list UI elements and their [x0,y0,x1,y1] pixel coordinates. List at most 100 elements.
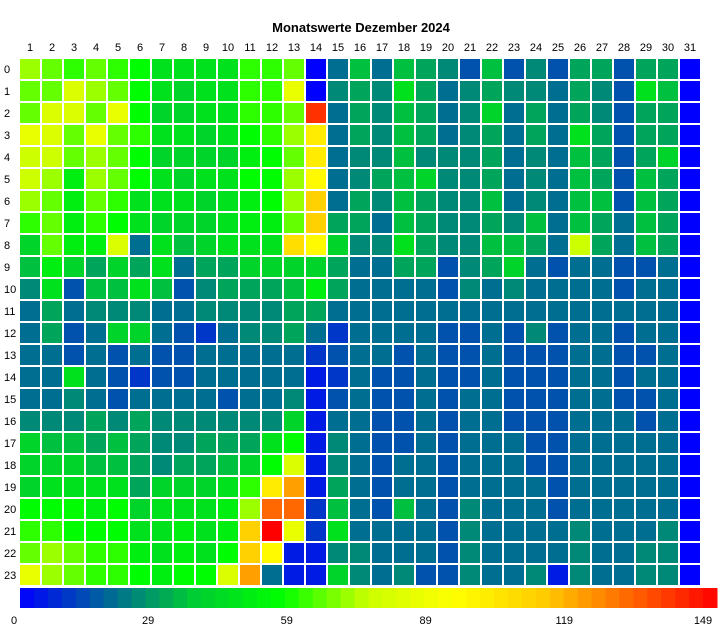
heatmap-cell [130,301,150,321]
heatmap-cell [614,521,634,541]
heatmap-cell [372,499,392,519]
heatmap-cell [526,565,546,585]
heatmap-cell [108,257,128,277]
heatmap-cell [614,323,634,343]
heatmap-cell [372,59,392,79]
heatmap-cell [20,213,40,233]
colorbar-segment [633,588,648,608]
heatmap-cell [174,367,194,387]
heatmap-cell [86,81,106,101]
heatmap-cell [416,455,436,475]
heatmap-cell [592,455,612,475]
heatmap-cell [570,169,590,189]
heatmap-cell [86,389,106,409]
heatmap-cell [504,345,524,365]
heatmap-cell [64,345,84,365]
heatmap-cell [196,301,216,321]
heatmap-cell [152,59,172,79]
heatmap-cell [196,323,216,343]
heatmap-cell [680,125,700,145]
heatmap-cell [482,147,502,167]
heatmap-cell [64,477,84,497]
heatmap-cell [350,213,370,233]
heatmap-cell [526,521,546,541]
heatmap-cell [592,235,612,255]
heatmap-cell [86,345,106,365]
heatmap-cell [108,389,128,409]
heatmap-cell [394,543,414,563]
heatmap-cell [42,367,62,387]
colorbar-segment [619,588,634,608]
heatmap-cell [42,323,62,343]
heatmap-cell [108,367,128,387]
y-tick-label: 23 [4,570,16,582]
heatmap-cell [240,323,260,343]
heatmap-cell [372,543,392,563]
heatmap-cell [218,81,238,101]
heatmap-cell [592,81,612,101]
heatmap-cell [658,565,678,585]
heatmap-cell [350,521,370,541]
heatmap-cell [658,191,678,211]
heatmap-cell [328,433,348,453]
x-tick-label: 27 [596,42,608,54]
heatmap-cell [482,81,502,101]
colorbar-segment [20,588,35,608]
heatmap-cell [526,59,546,79]
heatmap-cell [438,543,458,563]
colorbar-segment [675,588,690,608]
y-tick-label: 9 [4,262,10,274]
heatmap-cell [218,389,238,409]
heatmap-cell [526,433,546,453]
heatmap-cell [284,279,304,299]
heatmap-cell [174,477,194,497]
heatmap-cell [262,367,282,387]
heatmap-cell [328,521,348,541]
heatmap-cell [372,279,392,299]
heatmap-cell [152,125,172,145]
colorbar-segment [605,588,620,608]
heatmap-cell [570,411,590,431]
heatmap-cell [130,433,150,453]
heatmap-cell [240,257,260,277]
heatmap-cell [240,411,260,431]
heatmap-cell [64,81,84,101]
heatmap-cell [152,257,172,277]
heatmap-cell [570,235,590,255]
heatmap-cell [372,301,392,321]
heatmap-cell [438,521,458,541]
heatmap-cell [284,257,304,277]
heatmap-cell [130,367,150,387]
heatmap-cell [284,411,304,431]
heatmap-cell [64,125,84,145]
heatmap-cell [504,499,524,519]
heatmap-cell [592,521,612,541]
heatmap-cell [614,103,634,123]
heatmap-cell [284,81,304,101]
heatmap-cell [570,147,590,167]
heatmap-cell [20,345,40,365]
heatmap-cell [152,301,172,321]
x-tick-label: 18 [398,42,410,54]
heatmap-cell [504,433,524,453]
heatmap-cell [86,521,106,541]
heatmap-cell [636,257,656,277]
colorbar-segment [703,588,718,608]
heatmap-cell [526,499,546,519]
colorbar-segment [326,588,342,608]
heatmap-cell [20,455,40,475]
heatmap-cell [196,389,216,409]
heatmap-cell [504,323,524,343]
heatmap-cell [284,499,304,519]
heatmap-cell [504,411,524,431]
heatmap-cell [548,279,568,299]
heatmap-cell [416,147,436,167]
heatmap-cell [460,103,480,123]
heatmap-cell [20,499,40,519]
heatmap-cell [130,543,150,563]
heatmap-cell [482,59,502,79]
heatmap-cell [614,543,634,563]
heatmap-cell [548,323,568,343]
heatmap-cell [526,235,546,255]
heatmap-cell [680,477,700,497]
